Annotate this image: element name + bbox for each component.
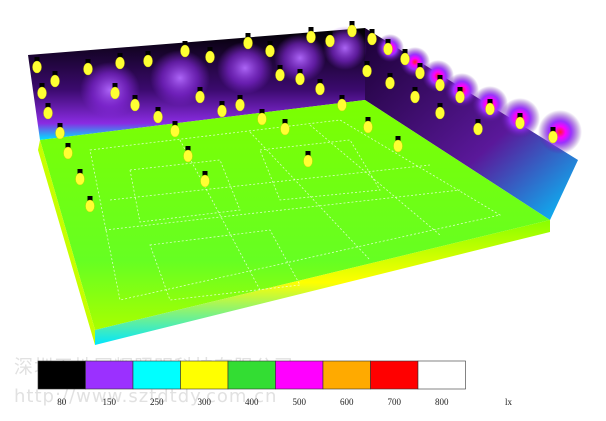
- legend-label: 600: [340, 397, 354, 407]
- legend-label: 300: [197, 397, 212, 407]
- legend-unit: lx: [505, 397, 513, 407]
- pendant-lamp: [455, 87, 465, 104]
- legend-label: 400: [245, 397, 259, 407]
- pendant-lamp: [32, 57, 42, 74]
- pendant-lamp: [115, 53, 125, 70]
- pendant-lamp: [275, 65, 285, 82]
- legend-label: 500: [292, 397, 307, 407]
- legend-swatch: [85, 360, 134, 390]
- legend-label: 250: [150, 397, 164, 407]
- legend-label: 800: [435, 397, 449, 407]
- floor-front-edge: [95, 220, 550, 345]
- watermark-url: http://www.sztdtdy.com.cn: [14, 386, 278, 407]
- pendant-lamp: [385, 73, 395, 90]
- lighting-render-scene: [28, 21, 582, 345]
- pendant-lamp: [83, 59, 93, 76]
- pendant-lamp: [306, 27, 316, 44]
- pendant-lamp: [303, 151, 313, 168]
- pendant-lamp: [337, 95, 347, 112]
- legend-swatch: [132, 360, 181, 390]
- legend-swatch: [37, 360, 86, 390]
- pendant-lamp: [195, 87, 205, 104]
- pendant-lamp: [75, 169, 85, 186]
- legend-label: 150: [102, 397, 117, 407]
- pendant-lamp: [143, 51, 153, 68]
- legend-label: 700: [387, 397, 402, 407]
- pendant-lamp: [265, 41, 275, 58]
- pendant-lamp: [347, 21, 357, 38]
- pendant-lamp: [235, 95, 245, 112]
- pendant-lamp: [325, 31, 335, 48]
- pendant-lamp: [183, 146, 193, 163]
- pendant-lamp: [85, 196, 95, 213]
- legend-swatch: [417, 360, 466, 390]
- pendant-lamp: [363, 117, 373, 134]
- pendant-lamp: [410, 87, 420, 104]
- pendant-lamp: [243, 33, 253, 50]
- pendant-lamp: [280, 119, 290, 136]
- legend-swatch: [275, 360, 324, 390]
- pendant-lamp: [515, 113, 525, 130]
- pendant-lamp: [367, 29, 377, 46]
- illuminance-legend: [37, 360, 466, 390]
- pendant-lamp: [295, 69, 305, 86]
- pendant-lamp: [63, 143, 73, 160]
- pendant-lamp: [217, 101, 227, 118]
- pendant-lamp: [393, 136, 403, 153]
- pendant-lamp: [205, 47, 215, 64]
- pendant-lamp: [200, 171, 210, 188]
- pendant-lamp: [435, 103, 445, 120]
- pendant-lamp: [153, 107, 163, 124]
- legend-swatch: [180, 360, 229, 390]
- pendant-lamp: [55, 123, 65, 140]
- pendant-lamp: [415, 63, 425, 80]
- pendant-lamp: [180, 41, 190, 58]
- pendant-lamp: [485, 99, 495, 116]
- pendant-lamp: [548, 127, 558, 144]
- pendant-lamp: [400, 49, 410, 66]
- pendant-lamp: [362, 61, 372, 78]
- hanging-lamps: [32, 21, 558, 213]
- pendant-lamp: [383, 39, 393, 56]
- pendant-lamp: [50, 71, 60, 88]
- legend-swatch: [370, 360, 419, 390]
- floor-left-edge: [38, 140, 95, 345]
- pendant-lamp: [257, 109, 267, 126]
- pendant-lamp: [130, 95, 140, 112]
- legend-swatch: [322, 360, 371, 390]
- pendant-lamp: [170, 121, 180, 138]
- floor-plane: [40, 100, 550, 330]
- court-lines: [89, 119, 502, 301]
- legend-swatch: [227, 360, 276, 390]
- legend-label: 80: [57, 397, 67, 407]
- pendant-lamp: [43, 103, 53, 120]
- back-wall-light-glows: [80, 26, 367, 118]
- pendant-lamp: [315, 79, 325, 96]
- pendant-lamp: [473, 119, 483, 136]
- pendant-lamp: [37, 83, 47, 100]
- pendant-lamp: [110, 83, 120, 100]
- legend-swatches: [37, 360, 466, 390]
- pendant-lamp: [435, 75, 445, 92]
